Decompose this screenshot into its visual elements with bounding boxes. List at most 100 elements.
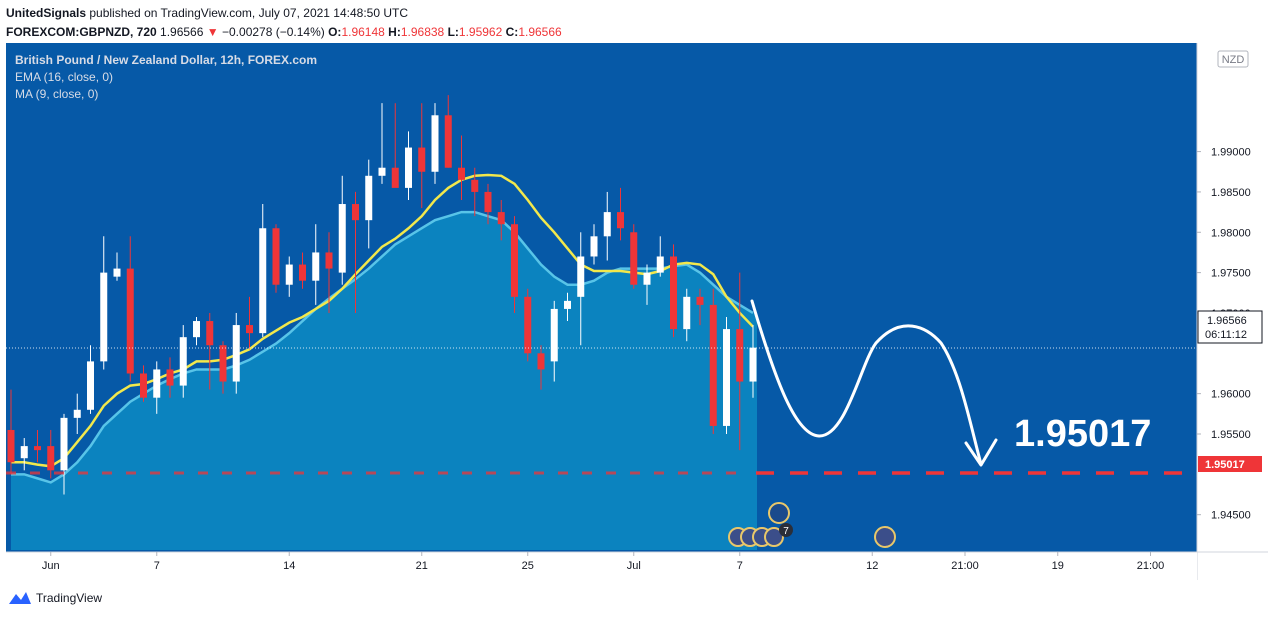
legend-ma[interactable]: MA (9, close, 0) — [15, 87, 98, 101]
time-tick-label: Jun — [42, 560, 60, 572]
candle — [723, 317, 730, 434]
uk-flag-icon[interactable] — [874, 526, 896, 548]
candle — [590, 224, 598, 265]
candle-body — [246, 325, 253, 334]
candle — [378, 103, 386, 184]
ma-line — [11, 210, 754, 484]
time-tick-label: Jul — [627, 560, 641, 572]
author-name[interactable]: UnitedSignals — [6, 6, 87, 20]
time-axis[interactable] — [6, 552, 1197, 580]
candle — [60, 413, 68, 495]
candle-body — [709, 304, 717, 426]
down-arrow-icon: ▼ — [206, 25, 219, 39]
candle-body — [365, 175, 373, 221]
currency-badge-label: NZD — [1222, 54, 1245, 66]
candle-body — [20, 446, 28, 459]
candle-body — [140, 373, 147, 398]
symbol-label: FOREXCOM:GBPNZD, 720 — [6, 25, 157, 39]
legend-ema[interactable]: EMA (16, close, 0) — [15, 70, 113, 84]
candle-body — [338, 204, 346, 273]
candle-body — [325, 252, 333, 269]
target-annotation: 1.95017 — [1014, 413, 1151, 455]
close-label: C: — [505, 25, 519, 39]
candle — [431, 103, 439, 184]
candle-body — [723, 329, 730, 426]
chart-frame[interactable]: NZD 1.990001.985001.980001.975001.970001… — [6, 43, 1268, 580]
candle-body — [603, 212, 611, 237]
high-label: H: — [388, 25, 401, 39]
candle-body — [550, 308, 558, 362]
candle — [550, 300, 558, 382]
candle — [246, 296, 253, 350]
target-price-value: 1.95017 — [1205, 459, 1245, 471]
candle-body — [219, 345, 227, 382]
candle-body — [590, 236, 598, 257]
candle — [153, 361, 161, 414]
candle-body — [564, 300, 571, 309]
current-price-value: 1.96566 — [1207, 315, 1247, 327]
candle-body — [73, 409, 81, 418]
time-tick-label: 7 — [737, 560, 743, 572]
candle-body — [683, 296, 691, 330]
candle-body — [378, 167, 386, 176]
candle — [100, 236, 108, 370]
candle-body — [643, 272, 651, 285]
price-chart[interactable]: NZD 1.990001.985001.980001.975001.970001… — [6, 43, 1268, 580]
event-count-badge[interactable] — [779, 523, 793, 537]
candle — [285, 256, 293, 297]
candle-body — [405, 147, 412, 188]
candle — [524, 288, 532, 362]
candle — [179, 325, 187, 398]
candles-layer — [7, 95, 757, 495]
current-price-tag — [1197, 310, 1263, 344]
candle-body — [232, 325, 240, 382]
candle-body — [511, 224, 518, 297]
open-value: 1.96148 — [341, 25, 385, 39]
price-tick-label: 1.98500 — [1211, 187, 1251, 199]
candle-body — [100, 272, 108, 362]
candle — [166, 357, 174, 398]
candle — [312, 224, 320, 305]
nz-flag-icon[interactable] — [768, 502, 790, 524]
time-axis-ticks: Jun 7 14 21 25 Jul 7 12 21:00 19 21:00 — [42, 552, 1164, 572]
candle-body — [126, 268, 134, 374]
candle — [511, 216, 518, 313]
candle — [73, 393, 81, 434]
candle — [34, 429, 41, 463]
candle-body — [736, 329, 744, 382]
candle-body — [696, 296, 704, 305]
candle-body — [471, 179, 479, 192]
candle-body — [272, 228, 280, 285]
candle — [497, 200, 505, 241]
candle-body — [391, 167, 399, 188]
candle — [126, 236, 134, 382]
candle-body — [352, 204, 359, 221]
candle — [113, 252, 121, 281]
candle — [193, 317, 200, 346]
ema-line — [11, 173, 754, 468]
time-tick-label: 7 — [154, 560, 160, 572]
footer-brand[interactable]: TradingView — [8, 591, 102, 605]
candle — [87, 345, 94, 414]
tradingview-logo-icon — [9, 592, 31, 604]
candle — [325, 232, 333, 313]
candle — [630, 224, 638, 289]
publish-line: UnitedSignals published on TradingView.c… — [6, 4, 562, 23]
candle-body — [113, 268, 121, 277]
price-tick-label: 1.95500 — [1211, 429, 1251, 441]
economic-events[interactable]: 7 — [728, 502, 896, 548]
candle-body — [259, 228, 267, 334]
candle — [338, 175, 346, 285]
candle-body — [630, 232, 638, 285]
uk-flag-icon[interactable] — [764, 527, 784, 547]
currency-badge[interactable] — [1217, 50, 1249, 68]
candle — [20, 438, 28, 471]
candle-body — [577, 256, 585, 297]
indicator-layer — [11, 173, 754, 484]
projection-arrow — [750, 299, 983, 466]
time-tick-label: 12 — [866, 560, 878, 572]
time-tick-label: 14 — [283, 560, 295, 572]
candle — [272, 224, 280, 293]
high-value: 1.96838 — [400, 25, 445, 39]
price-change: −0.00278 (−0.14%) — [222, 25, 325, 39]
